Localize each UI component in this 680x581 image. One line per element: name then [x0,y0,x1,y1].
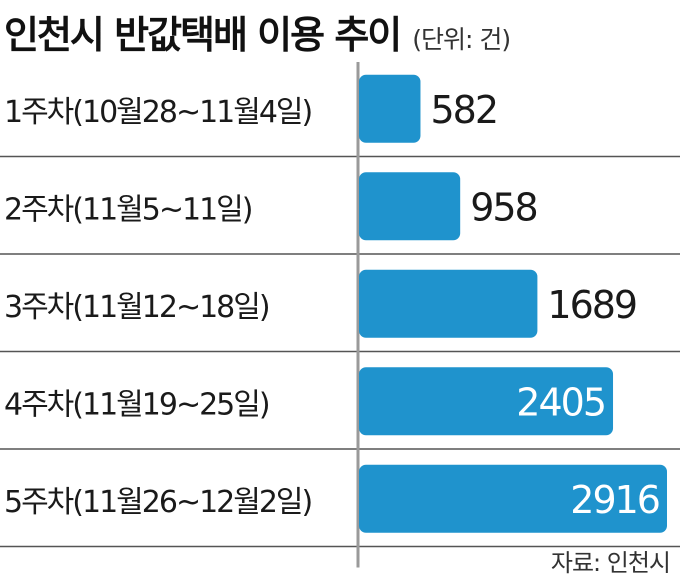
bar [359,172,461,241]
bar [359,74,421,143]
category-label: 4주차(11월19~25일) [4,387,269,422]
bar [359,367,614,436]
chart-title: 인천시 반값택배 이용 추이 [4,13,402,57]
category-label: 2주차(11월5~11일) [4,192,252,227]
category-label: 3주차(11월12~18일) [4,290,269,325]
data-label: 2405 [516,380,605,424]
data-label: 2916 [570,478,659,522]
data-label: 958 [470,185,537,229]
chart-title-row: 인천시 반값택배 이용 추이 (단위: 건) [4,4,511,57]
bar [359,464,667,533]
category-label: 1주차(10월28~11월4일) [4,95,312,130]
data-label: 1689 [547,283,636,327]
data-label: 582 [430,88,497,132]
unit-label: (단위: 건) [412,25,511,54]
bar [359,269,538,338]
source-note: 자료: 인천시 [550,549,671,577]
category-label: 5주차(11월26~12월2일) [4,485,312,520]
